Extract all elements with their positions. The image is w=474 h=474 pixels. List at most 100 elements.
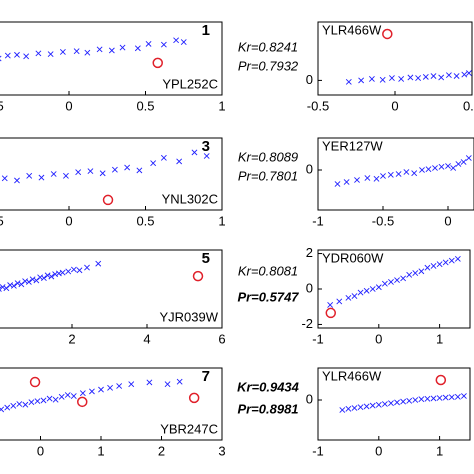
data-point [387, 171, 394, 178]
data-point [407, 74, 414, 81]
panel-number: 7 [202, 368, 210, 385]
data-point [442, 394, 449, 401]
data-point [87, 168, 94, 175]
data-point [351, 293, 358, 300]
data-point [107, 384, 113, 391]
x-tick-label: 1 [436, 331, 443, 346]
data-point [381, 280, 388, 287]
data-point [430, 73, 437, 79]
gene-label: YLR466W [322, 368, 382, 383]
x-tick-label: 2 [158, 443, 165, 458]
data-point [16, 401, 23, 407]
data-point [124, 164, 131, 171]
data-point [442, 259, 449, 266]
data-point [22, 278, 29, 285]
data-point [454, 393, 461, 400]
data-point [339, 407, 346, 413]
data-point [75, 169, 82, 176]
data-point [438, 74, 445, 81]
data-point [364, 175, 371, 181]
data-point [343, 179, 350, 185]
data-point [375, 401, 382, 408]
kr-statistic: Kr=0.9434 [237, 379, 300, 394]
data-point [375, 284, 382, 291]
data-point [180, 39, 187, 45]
data-point [134, 45, 141, 52]
panel-number: 5 [202, 250, 210, 267]
data-point [412, 270, 419, 276]
data-point [363, 403, 370, 410]
data-point [406, 271, 413, 278]
pr-statistic: Pr=0.7932 [238, 58, 299, 73]
data-point [95, 260, 102, 267]
data-point [369, 402, 376, 409]
data-point [176, 158, 183, 165]
data-point [450, 165, 457, 171]
data-point [4, 52, 11, 59]
x-tick-label: 0 [444, 213, 451, 228]
data-point [411, 170, 418, 177]
data-point [14, 177, 20, 184]
x-tick-label: -0.5 [0, 98, 4, 113]
data-point [394, 277, 400, 284]
data-point [34, 398, 41, 405]
y-tick-label: 0 [306, 280, 313, 295]
data-point [160, 41, 167, 48]
data-point [63, 172, 69, 179]
x-tick-label: 1 [97, 443, 104, 458]
data-point [380, 173, 386, 179]
data-point [388, 278, 394, 285]
data-point [363, 287, 370, 294]
data-point [445, 72, 452, 79]
data-point [379, 76, 386, 83]
data-point [84, 49, 91, 56]
data-point [454, 255, 461, 262]
data-point [25, 279, 32, 285]
data-point [400, 275, 407, 282]
data-point [430, 263, 437, 269]
data-point [430, 395, 437, 402]
gene-label: YPL252C [162, 76, 218, 91]
data-point [96, 46, 103, 53]
data-point [128, 381, 135, 388]
data-point [354, 177, 360, 183]
outlier-point [102, 194, 114, 206]
outlier-point [152, 57, 163, 69]
plot-frame [317, 137, 474, 211]
data-point [465, 155, 472, 161]
data-point [400, 398, 407, 405]
data-point [398, 76, 405, 82]
outlier-point [435, 374, 447, 386]
data-point [14, 51, 20, 58]
data-point [388, 400, 394, 407]
x-tick-label: -0.5 [372, 213, 394, 228]
data-point [403, 169, 410, 175]
data-point [0, 55, 2, 62]
outlier-point [325, 307, 337, 319]
data-point [59, 49, 66, 55]
data-point [55, 270, 62, 277]
data-point [466, 70, 472, 77]
data-point [98, 386, 104, 393]
data-point [50, 171, 57, 177]
data-point [357, 404, 364, 411]
x-tick-label: 1 [436, 443, 443, 458]
data-point [415, 75, 422, 81]
data-point [436, 395, 443, 401]
data-point [108, 47, 115, 54]
data-point [79, 390, 86, 397]
data-point [65, 268, 72, 275]
pr-statistic: Pr=0.8981 [237, 401, 298, 416]
x-tick-label: 6 [218, 331, 225, 346]
pr-statistic: Pr=0.7801 [238, 168, 298, 183]
x-tick-label: -1 [312, 443, 324, 458]
data-point [381, 401, 388, 407]
kr-statistic: Kr=0.8081 [238, 263, 298, 278]
data-point [425, 166, 432, 173]
data-point [419, 167, 425, 173]
data-point [445, 163, 451, 169]
data-point [73, 48, 80, 55]
data-point [52, 396, 59, 403]
data-point [373, 175, 380, 182]
data-point [453, 73, 460, 79]
